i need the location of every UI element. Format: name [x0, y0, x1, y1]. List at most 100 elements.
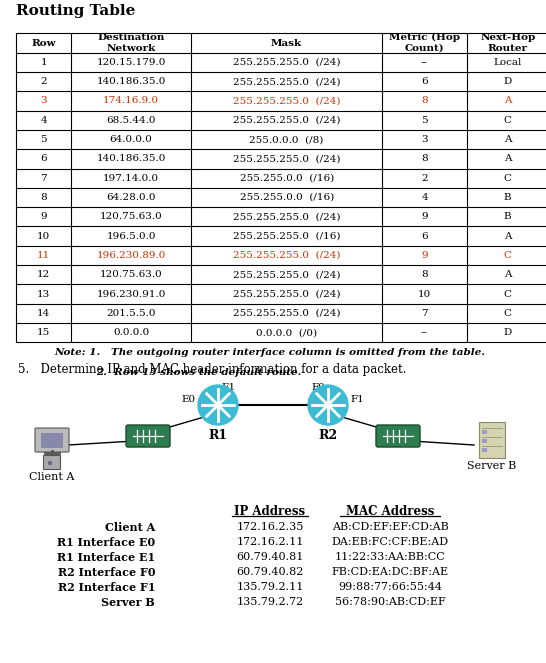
Text: 0.0.0.0: 0.0.0.0	[113, 328, 149, 337]
Text: R1 Interface E1: R1 Interface E1	[57, 552, 155, 563]
Text: 11: 11	[37, 251, 50, 260]
Text: 12: 12	[37, 271, 50, 279]
Text: 3: 3	[40, 97, 47, 105]
Bar	[482, 430, 487, 434]
Text: 8: 8	[40, 193, 47, 202]
Text: 4: 4	[40, 116, 47, 125]
Text: 196.230.91.0: 196.230.91.0	[96, 290, 166, 298]
Text: 255.255.255.0  (/24): 255.255.255.0 (/24)	[233, 116, 340, 125]
Text: Next-Hop
Router: Next-Hop Router	[480, 33, 536, 53]
Text: 5: 5	[40, 135, 47, 144]
Text: F1: F1	[350, 394, 364, 404]
Circle shape	[49, 461, 51, 465]
Text: 135.79.2.11: 135.79.2.11	[236, 582, 304, 592]
Text: 8: 8	[421, 271, 428, 279]
Text: B: B	[504, 193, 512, 202]
Text: Local: Local	[494, 58, 522, 67]
Text: Routing Table: Routing Table	[16, 4, 136, 18]
Text: 9: 9	[421, 251, 428, 260]
Text: 9: 9	[421, 212, 428, 221]
Text: 2: 2	[40, 77, 47, 86]
Text: 255.255.0.0  (/16): 255.255.0.0 (/16)	[240, 193, 334, 202]
Text: E1: E1	[221, 383, 235, 392]
Text: 174.16.9.0: 174.16.9.0	[103, 97, 159, 105]
Text: C: C	[504, 290, 512, 298]
Text: 56:78:90:AB:CD:EF: 56:78:90:AB:CD:EF	[335, 597, 446, 607]
Text: 135.79.2.72: 135.79.2.72	[236, 597, 304, 607]
Text: Server B: Server B	[467, 461, 517, 471]
Bar	[479, 422, 505, 458]
Text: 255.255.255.0  (/24): 255.255.255.0 (/24)	[233, 154, 340, 163]
Text: Server B: Server B	[101, 597, 155, 608]
Text: 3: 3	[421, 135, 428, 144]
Text: 9: 9	[40, 212, 47, 221]
Text: A: A	[504, 135, 512, 144]
Text: --: --	[421, 328, 428, 337]
Text: 120.75.63.0: 120.75.63.0	[100, 212, 162, 221]
Text: 2: 2	[421, 174, 428, 183]
Text: 255.255.255.0  (/24): 255.255.255.0 (/24)	[233, 251, 340, 260]
Text: 13: 13	[37, 290, 50, 298]
Text: R1: R1	[209, 429, 228, 442]
Text: 14: 14	[37, 309, 50, 318]
Text: 68.5.44.0: 68.5.44.0	[106, 116, 156, 125]
Text: MAC Address: MAC Address	[346, 505, 434, 518]
Text: C: C	[504, 251, 512, 260]
Text: 15: 15	[37, 328, 50, 337]
Text: B: B	[504, 212, 512, 221]
Text: R2 Interface F0: R2 Interface F0	[57, 567, 155, 578]
Text: 6: 6	[40, 154, 47, 163]
Text: 120.75.63.0: 120.75.63.0	[100, 271, 162, 279]
Text: Client A: Client A	[29, 472, 75, 482]
Text: 6: 6	[421, 77, 428, 86]
Text: A: A	[504, 154, 512, 163]
Text: 8: 8	[421, 154, 428, 163]
Text: R2: R2	[318, 429, 337, 442]
FancyBboxPatch shape	[35, 428, 69, 452]
Text: 11:22:33:AA:BB:CC: 11:22:33:AA:BB:CC	[335, 552, 446, 562]
Text: 196.230.89.0: 196.230.89.0	[96, 251, 166, 260]
Text: Mask: Mask	[271, 38, 302, 48]
Text: Note: 1.   The outgoing router interface column is omitted from the table.: Note: 1. The outgoing router interface c…	[55, 348, 485, 357]
Text: R2 Interface F1: R2 Interface F1	[57, 582, 155, 593]
Text: A: A	[504, 271, 512, 279]
Text: D: D	[503, 328, 512, 337]
Text: 6: 6	[421, 231, 428, 241]
Text: 201.5.5.0: 201.5.5.0	[106, 309, 156, 318]
Text: 99:88:77:66:55:44: 99:88:77:66:55:44	[338, 582, 442, 592]
Text: F0: F0	[311, 383, 325, 392]
Text: 10: 10	[418, 290, 431, 298]
Text: FB:CD:EA:DC:BF:AE: FB:CD:EA:DC:BF:AE	[331, 567, 449, 577]
Text: 255.255.255.0  (/24): 255.255.255.0 (/24)	[233, 290, 340, 298]
Text: 255.255.255.0  (/16): 255.255.255.0 (/16)	[233, 231, 340, 241]
Text: 60.79.40.81: 60.79.40.81	[236, 552, 304, 562]
Bar	[482, 448, 487, 452]
Text: 196.5.0.0: 196.5.0.0	[106, 231, 156, 241]
Text: 140.186.35.0: 140.186.35.0	[96, 154, 166, 163]
FancyBboxPatch shape	[376, 425, 420, 447]
Text: 64.0.0.0: 64.0.0.0	[110, 135, 152, 144]
Text: 255.255.255.0  (/24): 255.255.255.0 (/24)	[233, 77, 340, 86]
Text: 0.0.0.0  (/0): 0.0.0.0 (/0)	[256, 328, 317, 337]
Text: 197.14.0.0: 197.14.0.0	[103, 174, 159, 183]
Text: 64.28.0.0: 64.28.0.0	[106, 193, 156, 202]
Text: DA:EB:FC:CF:BE:AD: DA:EB:FC:CF:BE:AD	[331, 537, 449, 547]
Text: C: C	[504, 116, 512, 125]
Text: 255.0.0.0  (/8): 255.0.0.0 (/8)	[250, 135, 324, 144]
Text: 172.16.2.35: 172.16.2.35	[236, 522, 304, 532]
Text: 255.255.0.0  (/16): 255.255.0.0 (/16)	[240, 174, 334, 183]
Text: 140.186.35.0: 140.186.35.0	[96, 77, 166, 86]
Text: D: D	[503, 77, 512, 86]
Text: C: C	[504, 174, 512, 183]
Text: 255.255.255.0  (/24): 255.255.255.0 (/24)	[233, 309, 340, 318]
Text: 1: 1	[40, 58, 47, 67]
Text: A: A	[504, 231, 512, 241]
Text: 7: 7	[40, 174, 47, 183]
Bar	[41, 433, 63, 448]
Text: E0: E0	[182, 394, 196, 404]
Text: Row: Row	[32, 38, 56, 48]
Text: Metric (Hop
Count): Metric (Hop Count)	[389, 33, 460, 53]
Text: --: --	[421, 58, 428, 67]
Text: 10: 10	[37, 231, 50, 241]
Text: 255.255.255.0  (/24): 255.255.255.0 (/24)	[233, 271, 340, 279]
